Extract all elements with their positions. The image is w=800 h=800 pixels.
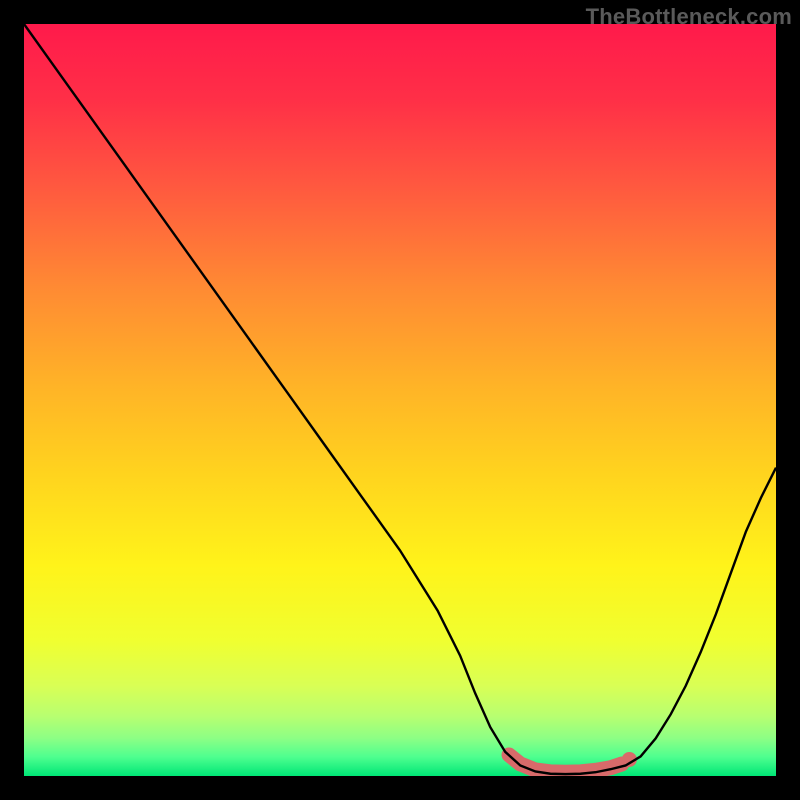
plot-area xyxy=(24,24,776,776)
chart-canvas: TheBottleneck.com xyxy=(0,0,800,800)
curve-overlay xyxy=(24,24,776,776)
bottleneck-curve xyxy=(24,24,776,774)
